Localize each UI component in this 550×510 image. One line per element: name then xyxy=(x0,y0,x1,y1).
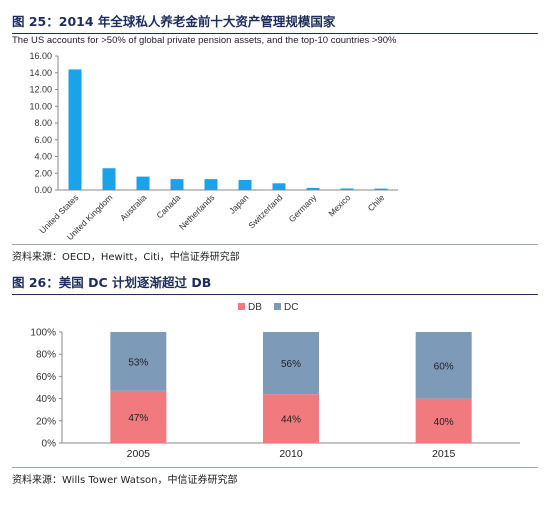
x-tick-label: 2005 xyxy=(127,448,151,460)
legend-swatch-db xyxy=(238,303,245,310)
bar-segment-db-2015 xyxy=(415,398,472,443)
bar-chile xyxy=(374,188,388,190)
y-tick-label: 12.00 xyxy=(29,85,52,95)
chart-1-subtitle: The US accounts for >50% of global priva… xyxy=(12,35,397,46)
y-tick-label: 10.00 xyxy=(29,101,52,111)
chart-2-db-dc-share: 0% 20% 40% 60% 80% 100% DB DC 47% 53% 2005 44% 56% 20… xyxy=(30,302,520,460)
x-tick-label: 2015 xyxy=(432,448,456,460)
y-tick-label: 6.00 xyxy=(34,135,52,145)
bar-segment-dc-2005 xyxy=(110,332,167,391)
data-label: 44% xyxy=(281,415,301,426)
bar-germany xyxy=(306,187,320,190)
data-label: 56% xyxy=(281,359,301,370)
bar-mexico xyxy=(340,188,354,190)
y-tick-label: 16.00 xyxy=(29,51,52,61)
legend-label-dc: DC xyxy=(284,302,298,313)
y-tick-label: 8.00 xyxy=(34,118,52,128)
bar-segment-dc-2015 xyxy=(415,332,472,399)
figure-25-source: 资料来源：OECD，Hewitt，Citi，中信证券研究部 xyxy=(12,252,240,263)
bar-australia xyxy=(136,176,150,190)
data-label: 60% xyxy=(434,361,454,372)
legend-label-db: DB xyxy=(248,302,262,313)
bar-segment-db-2010 xyxy=(263,394,319,443)
divider xyxy=(12,467,538,468)
bar-segment-db-2005 xyxy=(110,390,167,443)
y-tick-label: 40% xyxy=(36,394,56,405)
figure-26-source: 资料来源：Wills Tower Watson，中信证券研究部 xyxy=(12,475,238,486)
data-label: 47% xyxy=(128,413,148,424)
bar-japan xyxy=(238,179,252,190)
legend-swatch-dc xyxy=(274,303,281,310)
y-tick-label: 0% xyxy=(42,439,57,450)
bar-netherlands xyxy=(204,179,218,190)
x-tick-label: 2010 xyxy=(279,448,303,460)
y-tick-label: 14.00 xyxy=(29,68,52,78)
y-tick-label: 100% xyxy=(30,328,56,339)
y-tick-label: 2.00 xyxy=(34,168,52,178)
y-tick-label: 20% xyxy=(36,416,56,427)
y-tick-label: 60% xyxy=(36,372,56,383)
bar-united-kingdom xyxy=(102,168,116,190)
divider xyxy=(12,244,538,245)
chart-1-pension-assets: 0.00 2.00 4.00 6.00 8.00 10.00 12.00 14.00 16.00… xyxy=(29,51,398,242)
bar-segment-dc-2010 xyxy=(263,332,319,395)
data-label: 40% xyxy=(434,417,454,428)
y-tick-label: 80% xyxy=(36,350,56,361)
bar-united-states xyxy=(68,69,82,190)
data-label: 53% xyxy=(128,357,148,368)
bar-switzerland xyxy=(272,183,286,190)
figure-25-title: 图 25：2014 年全球私人养老金前十大资产管理规模国家 xyxy=(12,11,538,34)
bar-canada xyxy=(170,179,184,190)
y-tick-label: 4.00 xyxy=(34,152,52,162)
y-tick-label: 0.00 xyxy=(34,185,52,195)
figure-26-title: 图 26：美国 DC 计划逐渐超过 DB xyxy=(12,272,538,295)
